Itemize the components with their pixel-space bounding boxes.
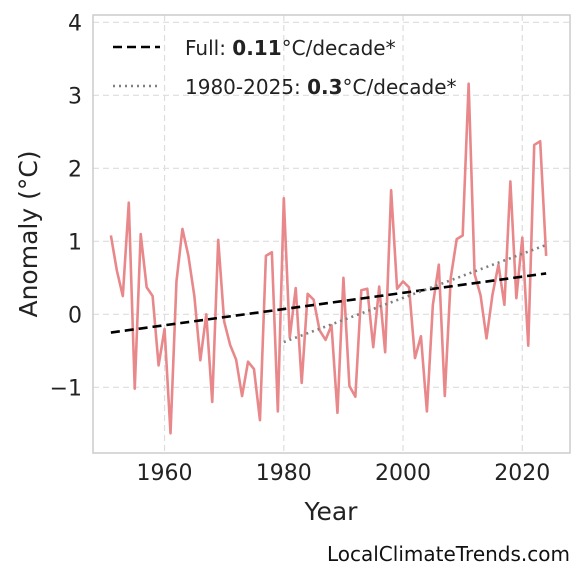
y-tick-label: 4 xyxy=(68,11,82,36)
x-tick-label: 2020 xyxy=(494,461,550,486)
x-tick-label: 1980 xyxy=(256,461,312,486)
grid-lines xyxy=(93,15,570,453)
x-axis-title: Year xyxy=(304,497,359,526)
x-tick-label: 2000 xyxy=(375,461,431,486)
trend-full-line xyxy=(110,272,547,334)
legend: Full: 0.11°C/decade* 1980-2025: 0.3°C/de… xyxy=(113,36,457,99)
y-tick-label: 3 xyxy=(68,84,82,109)
y-tick-label: 0 xyxy=(68,303,82,328)
trend-recent-line xyxy=(283,243,547,344)
legend-full-label: Full: 0.11°C/decade* xyxy=(185,36,396,60)
y-tick-labels: 4 3 2 1 0 −1 xyxy=(50,11,82,401)
observations-line xyxy=(109,82,548,435)
y-tick-label: 1 xyxy=(68,230,82,255)
legend-recent-label: 1980-2025: 0.3°C/decade* xyxy=(185,75,457,99)
y-axis-title: Anomaly (°C) xyxy=(14,150,43,317)
y-tick-label: 2 xyxy=(68,157,82,182)
x-tick-label: 1960 xyxy=(137,461,193,486)
plot-frame xyxy=(92,14,571,454)
series-lines xyxy=(109,82,548,435)
x-tick-labels: 1960 1980 2000 2020 xyxy=(137,461,551,486)
y-tick-label: −1 xyxy=(50,376,82,401)
watermark: LocalClimateTrends.com xyxy=(327,542,570,566)
